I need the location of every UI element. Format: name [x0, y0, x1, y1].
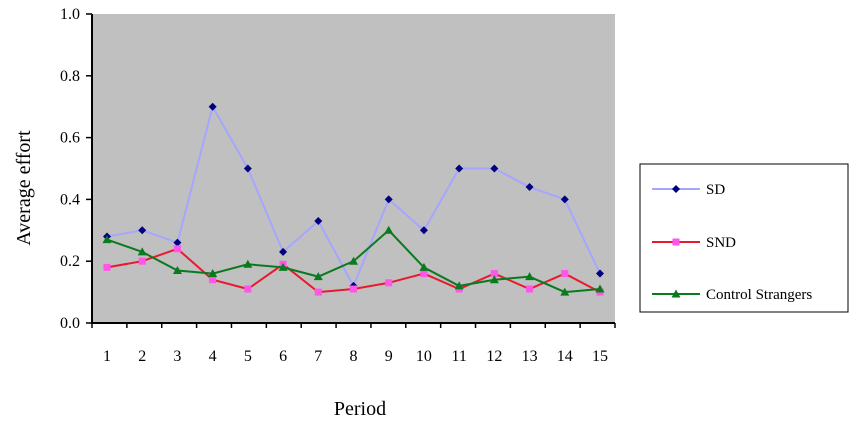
data-point: [489, 275, 499, 284]
data-point: [279, 247, 288, 256]
plot-area: [92, 14, 615, 323]
data-point: [384, 195, 393, 204]
legend-label: Control Strangers: [706, 287, 812, 303]
y-tick-label: 0.4: [60, 191, 80, 208]
legend-label: SD: [706, 182, 725, 198]
legend-item: SD: [652, 182, 725, 198]
data-point: [314, 217, 323, 226]
data-point: [138, 226, 147, 235]
series-control-strangers: [102, 225, 605, 296]
data-point: [172, 265, 182, 274]
y-tick-label: 0.8: [60, 68, 80, 85]
x-ticks: 1 2 3 4 5 6 7 8 9 10 11 12 13 14 15: [91, 323, 616, 365]
data-point: [596, 269, 604, 278]
y-tick-label: 0.2: [60, 253, 80, 270]
data-point: [420, 270, 428, 278]
y-ticks: 0.0 0.2 0.4 0.6 0.8 1.0: [60, 6, 92, 332]
data-point: [350, 285, 357, 293]
legend-item: Control Strangers: [652, 287, 812, 303]
data-point: [102, 235, 112, 244]
data-point: [208, 102, 217, 111]
y-tick-label: 0.0: [60, 315, 80, 332]
data-point: [243, 164, 252, 173]
data-point: [560, 287, 570, 296]
data-point: [525, 183, 534, 192]
data-point: [560, 195, 569, 204]
x-tick-label: 7: [314, 348, 322, 365]
data-point: [385, 279, 393, 287]
y-tick-label: 0.6: [60, 130, 80, 147]
data-point: [454, 281, 464, 290]
data-point: [419, 226, 428, 235]
x-tick-label: 3: [173, 348, 181, 365]
x-tick-label: 2: [138, 348, 146, 365]
x-tick-label: 1: [103, 348, 111, 365]
y-tick-label: 1.0: [60, 6, 80, 23]
axes: [91, 14, 615, 324]
data-point: [561, 270, 569, 278]
data-point: [526, 285, 534, 293]
data-point: [314, 288, 322, 296]
data-point: [244, 285, 252, 293]
y-axis-title: Average effort: [13, 130, 35, 246]
data-point: [208, 269, 218, 278]
series-group: [102, 102, 605, 296]
data-point: [278, 262, 288, 271]
data-point: [490, 164, 499, 173]
x-tick-label: 13: [522, 348, 538, 365]
data-point: [525, 272, 535, 281]
x-tick-label: 15: [592, 348, 608, 365]
data-point: [595, 284, 605, 293]
data-point: [384, 225, 394, 234]
data-point: [490, 270, 498, 278]
data-point: [173, 238, 182, 247]
data-point: [349, 256, 358, 265]
data-point: [419, 262, 429, 271]
legend-label: SND: [706, 235, 736, 251]
data-point: [243, 259, 253, 268]
x-tick-label: 14: [557, 348, 573, 365]
data-point: [138, 257, 146, 265]
data-point: [173, 245, 181, 253]
x-tick-label: 4: [209, 348, 217, 365]
x-tick-label: 12: [486, 348, 502, 365]
x-tick-label: 10: [416, 348, 432, 365]
legend-item: SND: [652, 235, 736, 251]
data-point: [137, 247, 147, 256]
data-point: [313, 272, 323, 281]
legend-marker: [672, 185, 680, 193]
data-point: [103, 263, 111, 271]
legend-marker: [672, 238, 680, 246]
x-tick-label: 8: [350, 348, 358, 365]
legend: SD SND Control Strangers: [652, 182, 812, 303]
x-axis-title: Period: [334, 398, 386, 420]
data-point: [209, 276, 217, 284]
x-tick-label: 5: [244, 348, 252, 365]
legend-marker: [671, 289, 681, 298]
data-point: [455, 164, 464, 173]
x-tick-label: 9: [385, 348, 393, 365]
x-tick-label: 11: [451, 348, 466, 365]
x-tick-label: 6: [279, 348, 287, 365]
